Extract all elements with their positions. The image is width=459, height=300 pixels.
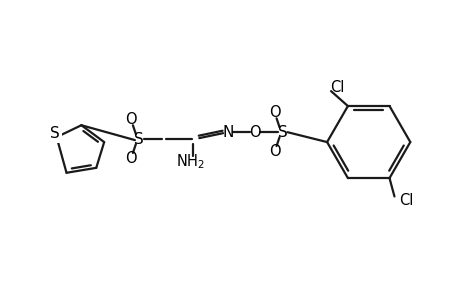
Text: S: S — [134, 132, 143, 147]
Text: S: S — [277, 125, 287, 140]
Text: O: O — [268, 105, 280, 120]
Text: O: O — [125, 152, 136, 166]
Text: N: N — [222, 125, 233, 140]
Text: NH$_2$: NH$_2$ — [175, 152, 204, 171]
Text: Cl: Cl — [329, 80, 343, 95]
Text: S: S — [50, 126, 59, 141]
Text: O: O — [248, 125, 260, 140]
Text: O: O — [268, 145, 280, 160]
Text: O: O — [125, 112, 136, 127]
Text: Cl: Cl — [398, 193, 413, 208]
